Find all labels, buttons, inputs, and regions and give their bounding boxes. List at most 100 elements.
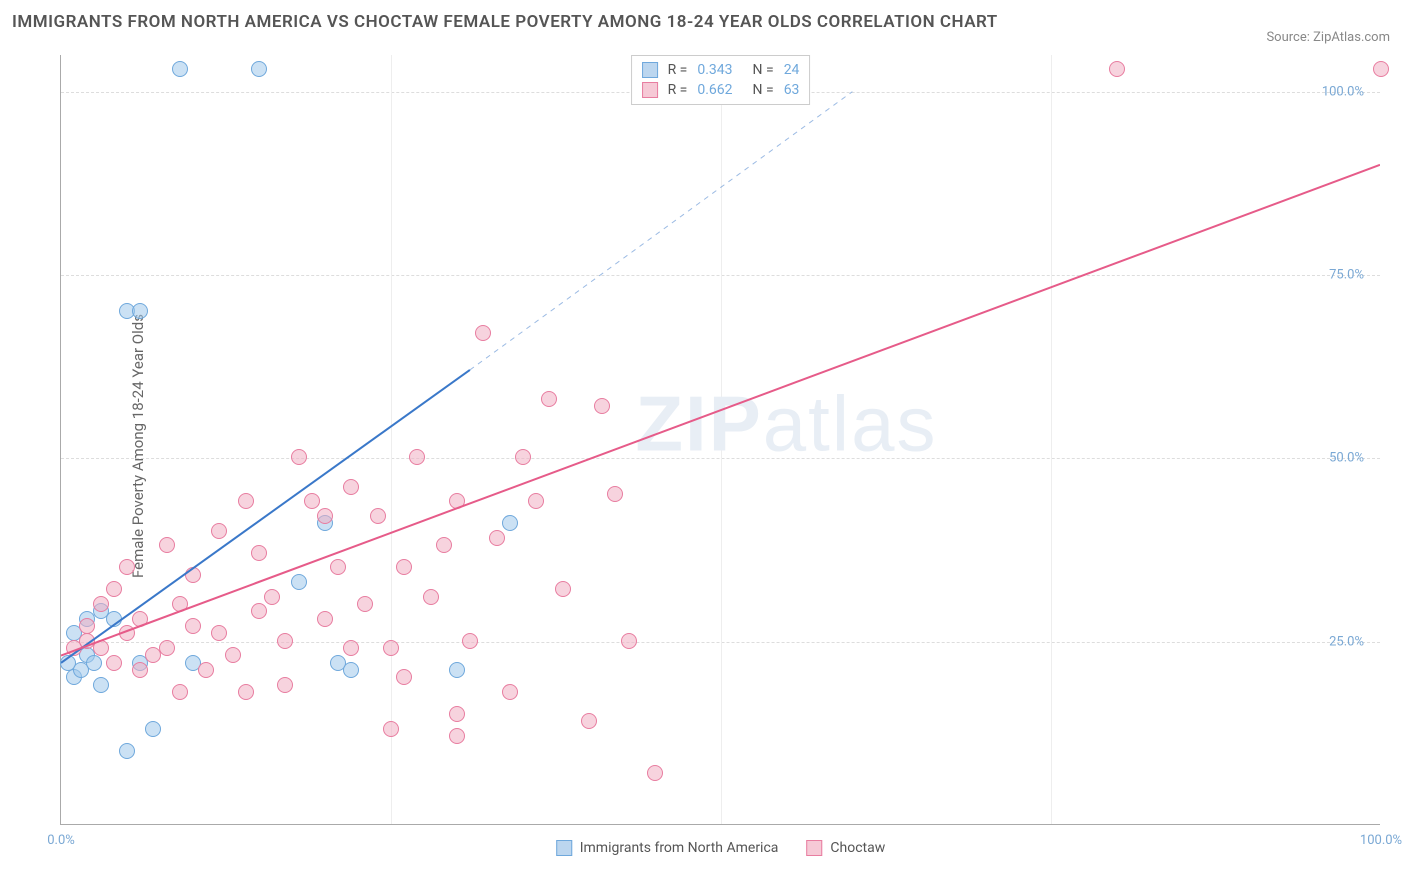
data-point xyxy=(86,655,102,671)
source-link[interactable]: ZipAtlas.com xyxy=(1313,30,1390,45)
legend-swatch xyxy=(556,840,572,856)
data-point xyxy=(251,603,267,619)
legend-swatch xyxy=(642,82,658,98)
y-tick-label: 75.0% xyxy=(1329,268,1372,283)
data-point xyxy=(449,728,465,744)
gridline-v xyxy=(391,55,392,824)
data-point xyxy=(211,625,227,641)
data-point xyxy=(264,589,280,605)
data-point xyxy=(132,303,148,319)
data-point xyxy=(1373,61,1389,77)
legend-r-label: R = xyxy=(668,82,688,98)
data-point xyxy=(436,537,452,553)
data-point xyxy=(185,618,201,634)
data-point xyxy=(172,684,188,700)
data-point xyxy=(383,721,399,737)
data-point xyxy=(317,508,333,524)
data-point xyxy=(449,493,465,509)
data-point xyxy=(93,677,109,693)
data-point xyxy=(423,589,439,605)
data-point xyxy=(343,662,359,678)
data-point xyxy=(132,662,148,678)
data-point xyxy=(211,523,227,539)
data-point xyxy=(502,515,518,531)
watermark: ZIPatlas xyxy=(635,379,937,470)
data-point xyxy=(555,581,571,597)
data-point xyxy=(343,640,359,656)
data-point xyxy=(357,596,373,612)
data-point xyxy=(409,449,425,465)
data-point xyxy=(172,596,188,612)
y-tick-label: 25.0% xyxy=(1329,634,1372,649)
data-point xyxy=(106,655,122,671)
legend-n-label: N = xyxy=(753,62,774,78)
legend-n-label: N = xyxy=(753,82,774,98)
data-point xyxy=(317,611,333,627)
data-point xyxy=(291,449,307,465)
data-point xyxy=(132,611,148,627)
y-tick-label: 100.0% xyxy=(1322,84,1372,99)
data-point xyxy=(449,706,465,722)
legend-row: R = 0.343 N = 24 xyxy=(642,60,800,80)
chart-title: IMMIGRANTS FROM NORTH AMERICA VS CHOCTAW… xyxy=(12,12,998,32)
legend-r-label: R = xyxy=(668,62,688,78)
data-point xyxy=(541,391,557,407)
data-point xyxy=(607,486,623,502)
chart-source: Source: ZipAtlas.com xyxy=(1266,30,1390,45)
data-point xyxy=(594,398,610,414)
series-legend: Immigrants from North America Choctaw xyxy=(556,840,886,856)
data-point xyxy=(93,596,109,612)
x-tick-label: 0.0% xyxy=(47,833,75,848)
data-point xyxy=(502,684,518,700)
data-point xyxy=(489,530,505,546)
data-point xyxy=(621,633,637,649)
data-point xyxy=(396,669,412,685)
data-point xyxy=(159,640,175,656)
legend-n-value: 63 xyxy=(784,82,800,98)
data-point xyxy=(185,567,201,583)
legend-swatch xyxy=(806,840,822,856)
data-point xyxy=(449,662,465,678)
data-point xyxy=(119,743,135,759)
data-point xyxy=(238,684,254,700)
gridline-v xyxy=(721,55,722,824)
legend-r-value: 0.662 xyxy=(697,82,732,98)
data-point xyxy=(119,559,135,575)
data-point xyxy=(475,325,491,341)
data-point xyxy=(198,662,214,678)
data-point xyxy=(79,618,95,634)
watermark-light: atlas xyxy=(763,380,938,468)
data-point xyxy=(343,479,359,495)
data-point xyxy=(119,625,135,641)
data-point xyxy=(528,493,544,509)
legend-n-value: 24 xyxy=(784,62,800,78)
data-point xyxy=(581,713,597,729)
data-point xyxy=(304,493,320,509)
data-point xyxy=(251,545,267,561)
watermark-bold: ZIP xyxy=(635,380,762,468)
data-point xyxy=(291,574,307,590)
data-point xyxy=(251,61,267,77)
legend-label: Choctaw xyxy=(830,840,885,856)
data-point xyxy=(515,449,531,465)
data-point xyxy=(330,559,346,575)
data-point xyxy=(647,765,663,781)
data-point xyxy=(277,677,293,693)
legend-label: Immigrants from North America xyxy=(580,840,779,856)
data-point xyxy=(106,611,122,627)
data-point xyxy=(277,633,293,649)
legend-r-value: 0.343 xyxy=(697,62,732,78)
plot-area: ZIPatlas R =0.343N =24R =0.662N =63 Immi… xyxy=(60,55,1380,825)
data-point xyxy=(225,647,241,663)
source-label: Source: xyxy=(1266,30,1309,45)
legend-item: Immigrants from North America xyxy=(556,840,779,856)
data-point xyxy=(106,581,122,597)
data-point xyxy=(462,633,478,649)
data-point xyxy=(370,508,386,524)
data-point xyxy=(159,537,175,553)
data-point xyxy=(93,640,109,656)
data-point xyxy=(145,721,161,737)
data-point xyxy=(396,559,412,575)
data-point xyxy=(1109,61,1125,77)
y-tick-label: 50.0% xyxy=(1329,451,1372,466)
